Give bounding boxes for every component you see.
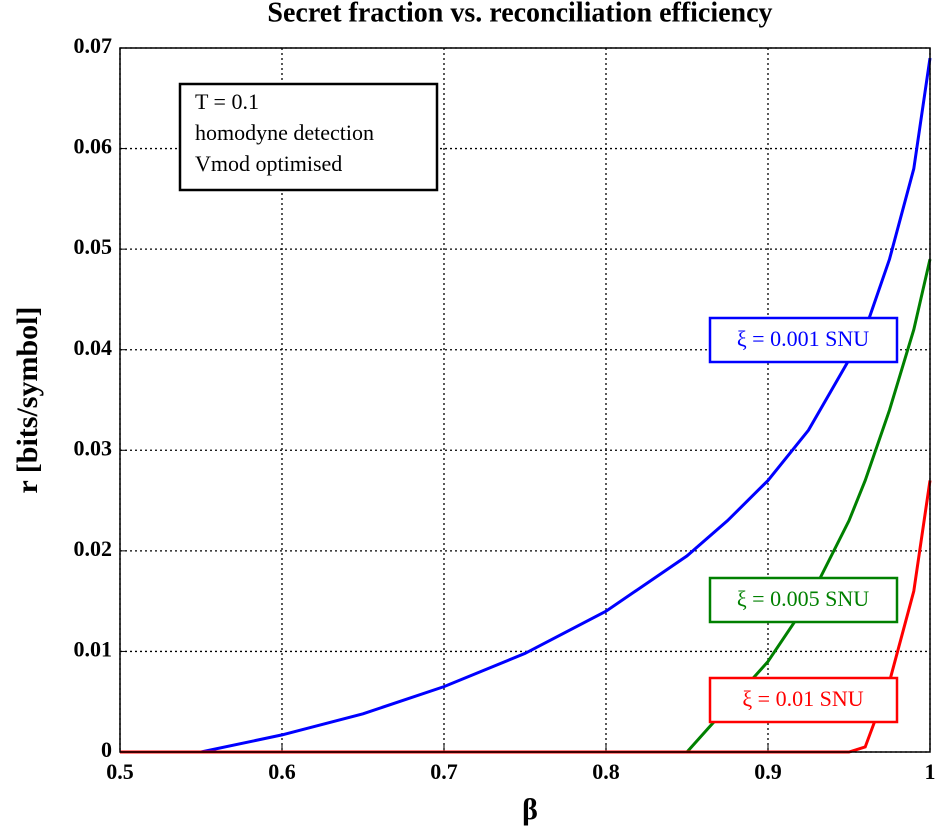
y-tick-label: 0.05 [74,234,113,259]
legend-label: ξ = 0.001 SNU [737,326,869,351]
x-tick-label: 0.8 [592,759,620,784]
y-tick-label: 0 [101,737,112,762]
annotation-line: T = 0.1 [195,89,259,114]
y-tick-label: 0.07 [74,33,113,58]
plot-frame [119,47,931,753]
x-axis-label: β [522,793,538,826]
y-tick-label: 0.04 [74,335,113,360]
annotation-box [178,82,439,192]
x-tick-label: 0.9 [754,759,782,784]
legend-label: ξ = 0.01 SNU [742,686,863,711]
x-tick-label: 0.5 [106,759,134,784]
y-tick-label: 0.03 [74,435,113,460]
legend-box [708,676,899,724]
legend-label: ξ = 0.005 SNU [737,586,869,611]
x-tick-label: 1 [925,759,936,784]
y-axis-label: r [bits/symbol] [11,307,44,494]
annotation-line: homodyne detection [195,120,374,145]
y-tick-label: 0.06 [74,134,113,159]
legend-box [708,316,899,364]
series-line [120,57,932,754]
annotation-line: Vmod optimised [195,151,342,176]
chart-title: Secret fraction vs. reconciliation effic… [267,0,772,28]
legend-box [708,576,899,624]
y-tick-label: 0.01 [74,636,113,661]
x-tick-label: 0.6 [268,759,296,784]
y-tick-label: 0.02 [74,536,113,561]
x-tick-label: 0.7 [430,759,458,784]
